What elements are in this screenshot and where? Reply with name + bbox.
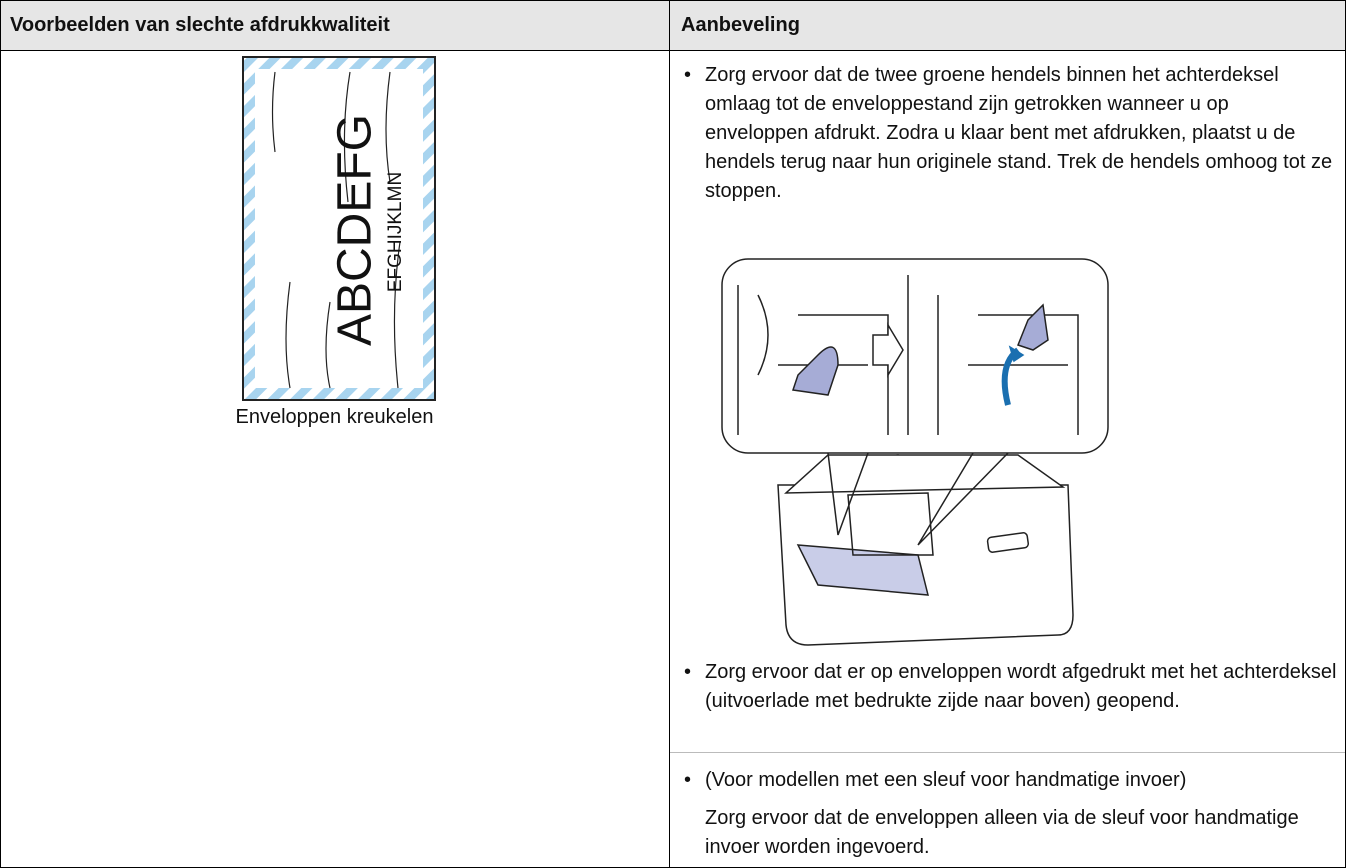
header-row (0, 0, 1346, 50)
border (0, 0, 1346, 1)
header-cell: Voorbeelden van slechte afdrukkwaliteit (10, 14, 390, 36)
printer-illustration (721, 258, 1109, 646)
border (669, 0, 670, 868)
caption: Enveloppen kreukelen (235, 406, 434, 428)
recommendation: Zorg ervoor dat de twee groene hendels b… (705, 64, 1333, 202)
header-cell: Aanbeveling (681, 14, 800, 36)
border (0, 0, 1, 868)
bullet: • (684, 769, 692, 791)
recommendation: (Voor modellen met een sleuf voor handma… (705, 769, 1187, 791)
recommendation: Zorg ervoor dat er op enveloppen wordt a… (705, 661, 1337, 712)
bullet: • (684, 661, 692, 683)
envelope-text: ABCDEFG (329, 114, 382, 346)
bullet: • (684, 64, 692, 86)
note: Zorg ervoor dat de enveloppen alleen via… (705, 807, 1299, 858)
border (0, 50, 1346, 51)
envelope-illustration: ABCDEFG EFGHIJKLMN (242, 56, 436, 401)
separator (670, 752, 1345, 753)
envelope-text: EFGHIJKLMN (385, 172, 406, 292)
